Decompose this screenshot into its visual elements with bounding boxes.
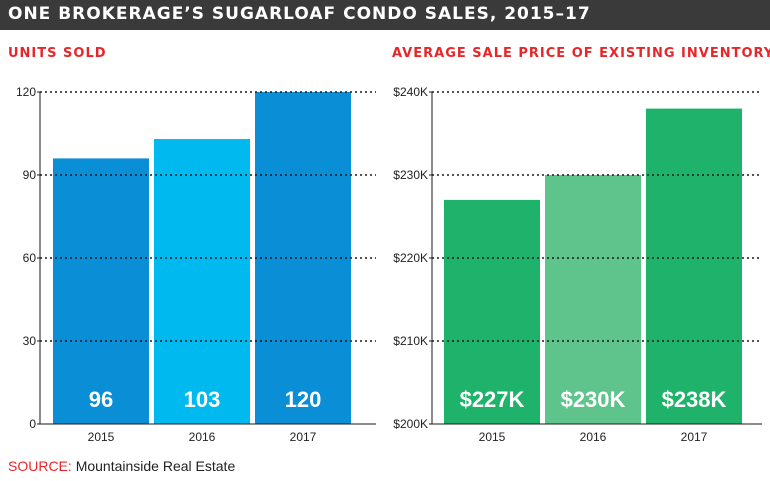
price-bar-2016 (545, 175, 641, 424)
price-data-label: $227K (460, 387, 525, 412)
units-bar-2015 (53, 158, 149, 424)
price-ytick-label: $220K (393, 251, 428, 265)
price-ytick-label: $210K (393, 334, 428, 348)
price-xtick-label: 2016 (580, 430, 607, 444)
price-chart-title: AVERAGE SALE PRICE OF EXISTING INVENTORY (392, 46, 770, 61)
page-title: ONE BROKERAGE’S SUGARLOAF CONDO SALES, 2… (8, 4, 591, 24)
source-note: SOURCE: Mountainside Real Estate (8, 458, 235, 474)
units-ytick-label: 30 (23, 334, 37, 348)
price-bar-2015 (444, 199, 540, 424)
units-ytick-label: 0 (29, 417, 36, 431)
units-xtick-label: 2016 (189, 430, 216, 444)
units-data-label: 103 (184, 387, 221, 412)
units-data-label: 120 (285, 387, 322, 412)
units-ytick-label: 120 (16, 85, 36, 99)
source-label: SOURCE: (8, 458, 72, 474)
source-text: Mountainside Real Estate (75, 458, 236, 474)
price-xtick-label: 2017 (681, 430, 708, 444)
price-data-label: $238K (662, 387, 727, 412)
price-data-label: $230K (561, 387, 626, 412)
units-ytick-label: 60 (23, 251, 37, 265)
units-ytick-label: 90 (23, 168, 37, 182)
price-bar-2017 (646, 108, 742, 424)
price-ytick-label: $240K (393, 85, 428, 99)
units-xtick-label: 2017 (290, 430, 317, 444)
units-data-label: 96 (89, 387, 113, 412)
units-chart-title: UNITS SOLD (8, 46, 107, 61)
header-bar: ONE BROKERAGE’S SUGARLOAF CONDO SALES, 2… (0, 0, 770, 30)
units-xtick-label: 2015 (88, 430, 115, 444)
price-ytick-label: $200K (393, 417, 428, 431)
units-bar-2016 (154, 139, 250, 425)
price-ytick-label: $230K (393, 168, 428, 182)
price-xtick-label: 2015 (479, 430, 506, 444)
